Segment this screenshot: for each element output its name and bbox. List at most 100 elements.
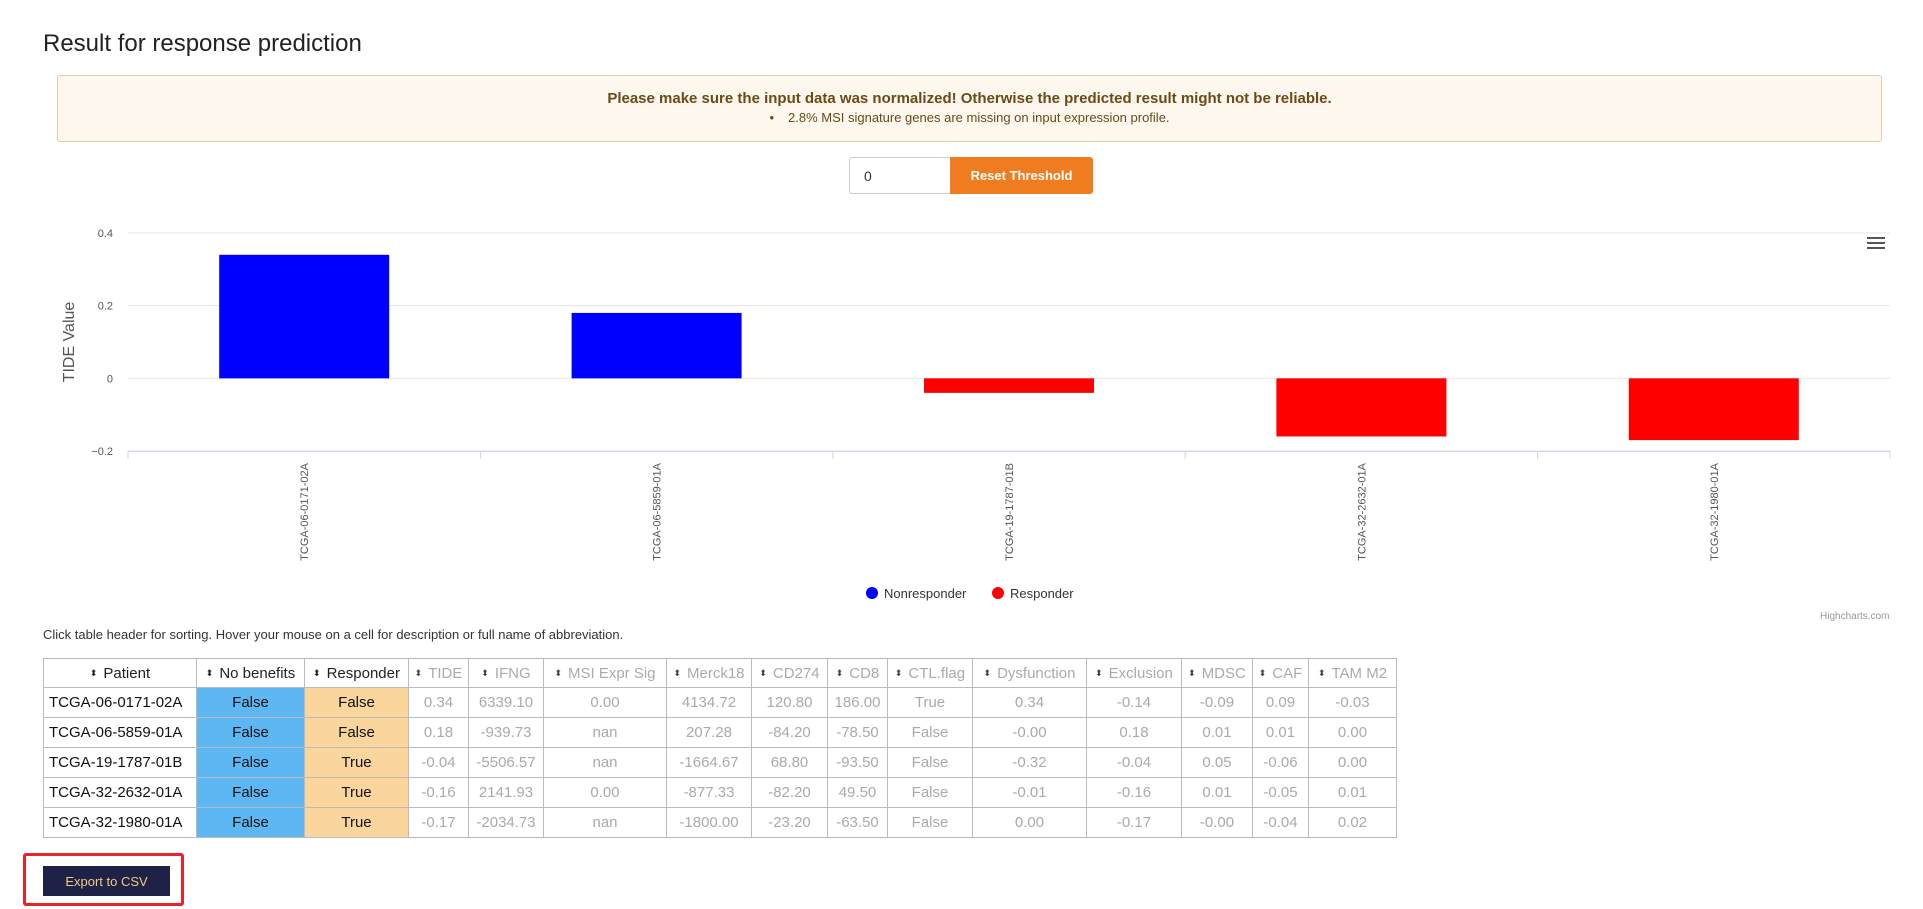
- bar-TCGA-19-1787-01B[interactable]: [924, 378, 1094, 393]
- table-cell: 0.00: [1308, 717, 1397, 748]
- table-cell: -0.17: [408, 807, 469, 838]
- sort-icon[interactable]: ⬍: [554, 668, 562, 679]
- table-cell: -1664.67: [666, 747, 752, 778]
- column-header-label: Dysfunction: [997, 664, 1076, 682]
- table-cell: TCGA-06-0171-02A: [43, 687, 197, 718]
- bar-TCGA-32-2632-01A[interactable]: [1276, 378, 1447, 437]
- bar-TCGA-06-0171-02A[interactable]: [219, 254, 390, 379]
- x-tick-label: TCGA-06-5859-01A: [652, 462, 664, 560]
- y-tick-label: 0.4: [98, 228, 113, 240]
- sort-icon[interactable]: ⬍: [1317, 668, 1326, 679]
- table-row: TCGA-06-5859-01A False False 0.18 -939.73 nan…: [43, 717, 1397, 748]
- y-tick-label: 0.2: [98, 301, 113, 313]
- table-cell: 186.00: [827, 687, 888, 718]
- column-header-caf[interactable]: ⬍ CAF: [1252, 658, 1309, 688]
- x-tick-label: TCGA-32-1980-01A: [1709, 462, 1721, 560]
- sort-icon[interactable]: ⬍: [414, 668, 423, 679]
- table-cell: False: [304, 717, 409, 748]
- chart-menu-icon[interactable]: [1867, 237, 1885, 253]
- table-cell: 207.28: [666, 717, 752, 748]
- table-cell: False: [196, 777, 305, 808]
- y-tick-label: 0: [107, 373, 113, 385]
- table-cell: -0.04: [1086, 747, 1182, 778]
- sort-icon[interactable]: ⬍: [894, 668, 903, 679]
- table-cell: True: [304, 747, 409, 778]
- table-cell: -0.04: [408, 747, 469, 778]
- column-header-label: CTL.flag: [908, 664, 966, 682]
- column-header-ifng[interactable]: ⬍ IFNG: [468, 658, 544, 688]
- table-cell: 0.00: [972, 807, 1087, 838]
- legend-label-nonresponder[interactable]: Nonresponder: [884, 586, 967, 601]
- export-highlight-box: [23, 853, 184, 906]
- sort-icon[interactable]: ⬍: [759, 668, 767, 679]
- sort-icon[interactable]: ⬍: [835, 668, 844, 679]
- sort-icon[interactable]: ⬍: [205, 668, 214, 679]
- table-cell: -0.00: [1181, 807, 1253, 838]
- legend-label-responder[interactable]: Responder: [1010, 586, 1074, 601]
- legend-marker-nonresponder[interactable]: [866, 587, 878, 599]
- column-header-label: No benefits: [219, 664, 296, 682]
- table-cell: -877.33: [666, 777, 752, 808]
- column-header-label: MSI Expr Sig: [568, 664, 656, 682]
- column-header-label: IFNG: [494, 664, 531, 682]
- table-cell: nan: [543, 807, 667, 838]
- table-cell: -1800.00: [666, 807, 752, 838]
- table-cell: 0.00: [543, 777, 667, 808]
- threshold-control: Reset Threshold: [849, 157, 1093, 194]
- sort-icon[interactable]: ⬍: [1188, 668, 1196, 679]
- table-cell: -0.00: [972, 717, 1087, 748]
- y-axis-title: TIDE Value: [61, 302, 78, 383]
- table-cell: -2034.73: [468, 807, 544, 838]
- column-header-patient[interactable]: ⬍ Patient: [43, 658, 197, 688]
- sort-icon[interactable]: ⬍: [673, 668, 681, 679]
- column-header-cd8[interactable]: ⬍ CD8: [827, 658, 888, 688]
- table-cell: 0.02: [1308, 807, 1397, 838]
- column-header-label: Exclusion: [1108, 664, 1173, 682]
- table-cell: -78.50: [827, 717, 888, 748]
- sort-icon[interactable]: ⬍: [89, 668, 98, 679]
- reset-threshold-button[interactable]: Reset Threshold: [950, 157, 1093, 194]
- column-header-label: MDSC: [1201, 664, 1246, 682]
- sort-icon[interactable]: ⬍: [481, 668, 489, 679]
- export-csv-button[interactable]: Export to CSV: [43, 866, 170, 896]
- table-header-row: ⬍ Patient ⬍ No benefits ⬍ Responder ⬍ TIDE ⬍ IFNG…: [43, 658, 1397, 688]
- table-cell: -0.17: [1086, 807, 1182, 838]
- bar-TCGA-06-5859-01A[interactable]: [571, 312, 742, 379]
- column-header-exclusion[interactable]: ⬍ Exclusion: [1086, 658, 1182, 688]
- table-cell: -0.09: [1181, 687, 1253, 718]
- column-header-mdsc[interactable]: ⬍ MDSC: [1181, 658, 1253, 688]
- column-header-msi-expr-sig[interactable]: ⬍ MSI Expr Sig: [543, 658, 667, 688]
- sort-icon[interactable]: ⬍: [313, 668, 321, 679]
- threshold-input[interactable]: [849, 157, 950, 194]
- column-header-tide[interactable]: ⬍ TIDE: [408, 658, 469, 688]
- table-cell: True: [304, 807, 409, 838]
- sort-icon[interactable]: ⬍: [1095, 668, 1103, 679]
- column-header-merck18[interactable]: ⬍ Merck18: [666, 658, 752, 688]
- table-cell: -0.04: [1252, 807, 1309, 838]
- table-cell: True: [887, 687, 973, 718]
- bar-TCGA-32-1980-01A[interactable]: [1628, 378, 1799, 441]
- highcharts-credits[interactable]: Highcharts.com: [1820, 611, 1890, 622]
- column-header-no-benefits[interactable]: ⬍ No benefits: [196, 658, 305, 688]
- table-cell: -82.20: [751, 777, 828, 808]
- table-cell: False: [887, 747, 973, 778]
- table-hint: Click table header for sorting. Hover yo…: [43, 627, 624, 642]
- column-header-label: TAM M2: [1331, 664, 1388, 682]
- sort-icon[interactable]: ⬍: [983, 668, 992, 679]
- table-cell: -0.16: [408, 777, 469, 808]
- column-header-responder[interactable]: ⬍ Responder: [304, 658, 409, 688]
- column-header-tam-m2[interactable]: ⬍ TAM M2: [1308, 658, 1397, 688]
- legend-marker-responder[interactable]: [992, 587, 1004, 599]
- table-cell: -0.06: [1252, 747, 1309, 778]
- table-cell: 0.18: [408, 717, 469, 748]
- column-header-label: Patient: [103, 664, 151, 682]
- table-row: TCGA-19-1787-01B False True -0.04 -5506.57 na…: [43, 747, 1397, 778]
- sort-icon[interactable]: ⬍: [1258, 668, 1267, 679]
- column-header-dysfunction[interactable]: ⬍ Dysfunction: [972, 658, 1087, 688]
- table-cell: nan: [543, 747, 667, 778]
- column-header-cd274[interactable]: ⬍ CD274: [751, 658, 828, 688]
- table-cell: 0.01: [1181, 777, 1253, 808]
- column-header-ctl-flag[interactable]: ⬍ CTL.flag: [887, 658, 973, 688]
- table-cell: 0.09: [1252, 687, 1309, 718]
- table-cell: -63.50: [827, 807, 888, 838]
